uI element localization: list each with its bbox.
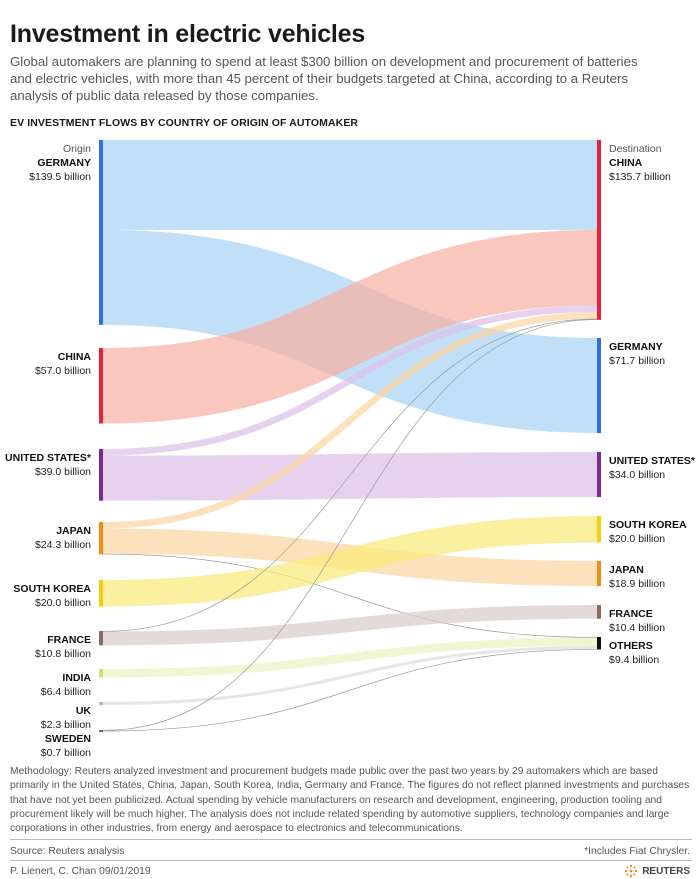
destination-bar-usa <box>597 452 601 498</box>
origin-value-jpn: $24.3 billion <box>35 539 91 551</box>
flow-swe-to-chn <box>102 319 598 731</box>
destination-bar-kor <box>597 516 601 543</box>
origin-label-chn: CHINA <box>58 351 92 363</box>
divider <box>10 839 692 840</box>
origin-value-swe: $0.7 billion <box>41 747 91 759</box>
destination-value-jpn: $18.9 billion <box>609 578 665 590</box>
flows-layer <box>102 139 598 732</box>
destination-label-oth: OTHERS <box>609 640 653 652</box>
origin-bar-uk <box>99 702 103 706</box>
origin-bar-chn <box>99 348 103 424</box>
origin-value-chn: $57.0 billion <box>35 365 91 377</box>
reuters-dots-icon <box>625 864 638 878</box>
origin-value-fra: $10.8 billion <box>35 648 91 660</box>
flow-fra-to-chn <box>102 318 598 632</box>
origin-label-jpn: JAPAN <box>56 525 91 537</box>
sankey-chart: Origin GERMANY $139.5 billion CHINA $57.0 bi… <box>5 139 696 759</box>
destination-label-ger: GERMANY <box>609 341 663 353</box>
origin-label-fra: FRANCE <box>47 634 91 646</box>
flow-kor-to-kor <box>102 516 598 607</box>
reuters-logo: REUTERS <box>624 864 690 878</box>
chart-title: Investment in electric vehicles <box>10 20 366 48</box>
destination-label-usa: UNITED STATES* <box>609 455 696 467</box>
origin-bar-jpn <box>99 522 103 555</box>
footnote: *Includes Fiat Chrysler. <box>584 846 690 857</box>
divider <box>10 860 692 861</box>
flow-fra-to-fra <box>102 605 598 646</box>
origin-label-ind: INDIA <box>62 672 91 684</box>
origin-header: Origin <box>63 143 91 155</box>
flow-jpn-to-chn <box>102 311 598 529</box>
brand-name: REUTERS <box>642 865 690 877</box>
destination-bar-fra <box>597 605 601 619</box>
destination-label-chn: CHINA <box>609 157 643 169</box>
destination-value-usa: $34.0 billion <box>609 469 665 481</box>
origin-bar-fra <box>99 631 103 646</box>
chart-subtitle: Global automakers are planning to spend … <box>10 54 638 103</box>
flow-ind-to-oth <box>102 637 598 678</box>
origin-value-usa: $39.0 billion <box>35 466 91 478</box>
destination-bar-oth <box>597 637 601 650</box>
origin-label-kor: SOUTH KOREA <box>13 583 91 595</box>
origin-label-swe: SWEDEN <box>45 733 91 745</box>
methodology-note: Methodology: Reuters analyzed investment… <box>10 766 690 835</box>
origin-value-ind: $6.4 billion <box>41 686 91 698</box>
origin-bar-ger <box>99 140 103 325</box>
destination-label-kor: SOUTH KOREA <box>609 519 687 531</box>
flow-uk-to-oth <box>102 646 598 706</box>
nodes-layer <box>99 140 601 732</box>
destination-value-ger: $71.7 billion <box>609 355 665 367</box>
flow-swe-to-oth <box>102 649 598 732</box>
origin-label-uk: UK <box>76 705 92 717</box>
flow-usa-to-usa <box>102 452 598 501</box>
flow-usa-to-chn <box>102 305 598 456</box>
destination-header: Destination <box>609 143 662 155</box>
origin-bar-ind <box>99 669 103 678</box>
destination-label-jpn: JAPAN <box>609 564 644 576</box>
flow-chn-to-chn <box>102 229 598 424</box>
origin-value-ger: $139.5 billion <box>29 171 91 183</box>
destination-bar-ger <box>597 338 601 434</box>
labels-layer: Origin GERMANY $139.5 billion CHINA $57.0 bi… <box>5 143 696 759</box>
origin-value-kor: $20.0 billion <box>35 597 91 609</box>
source-note: Source: Reuters analysis <box>10 846 125 857</box>
destination-value-oth: $9.4 billion <box>609 654 659 666</box>
destination-label-fra: FRANCE <box>609 608 653 620</box>
flow-jpn-to-oth <box>102 553 598 638</box>
destination-value-fra: $10.4 billion <box>609 622 665 634</box>
destination-bar-jpn <box>597 561 601 587</box>
destination-value-kor: $20.0 billion <box>609 533 665 545</box>
destination-value-chn: $135.7 billion <box>609 171 671 183</box>
destination-bar-chn <box>597 140 601 320</box>
byline: P. Lienert, C. Chan 09/01/2019 <box>10 866 151 877</box>
origin-label-ger: GERMANY <box>37 157 91 169</box>
origin-value-uk: $2.3 billion <box>41 719 91 731</box>
origin-bar-swe <box>99 730 103 732</box>
origin-bar-kor <box>99 580 103 607</box>
origin-bar-usa <box>99 449 103 501</box>
section-title: EV INVESTMENT FLOWS BY COUNTRY OF ORIGIN… <box>10 117 359 129</box>
origin-label-usa: UNITED STATES* <box>5 452 92 464</box>
